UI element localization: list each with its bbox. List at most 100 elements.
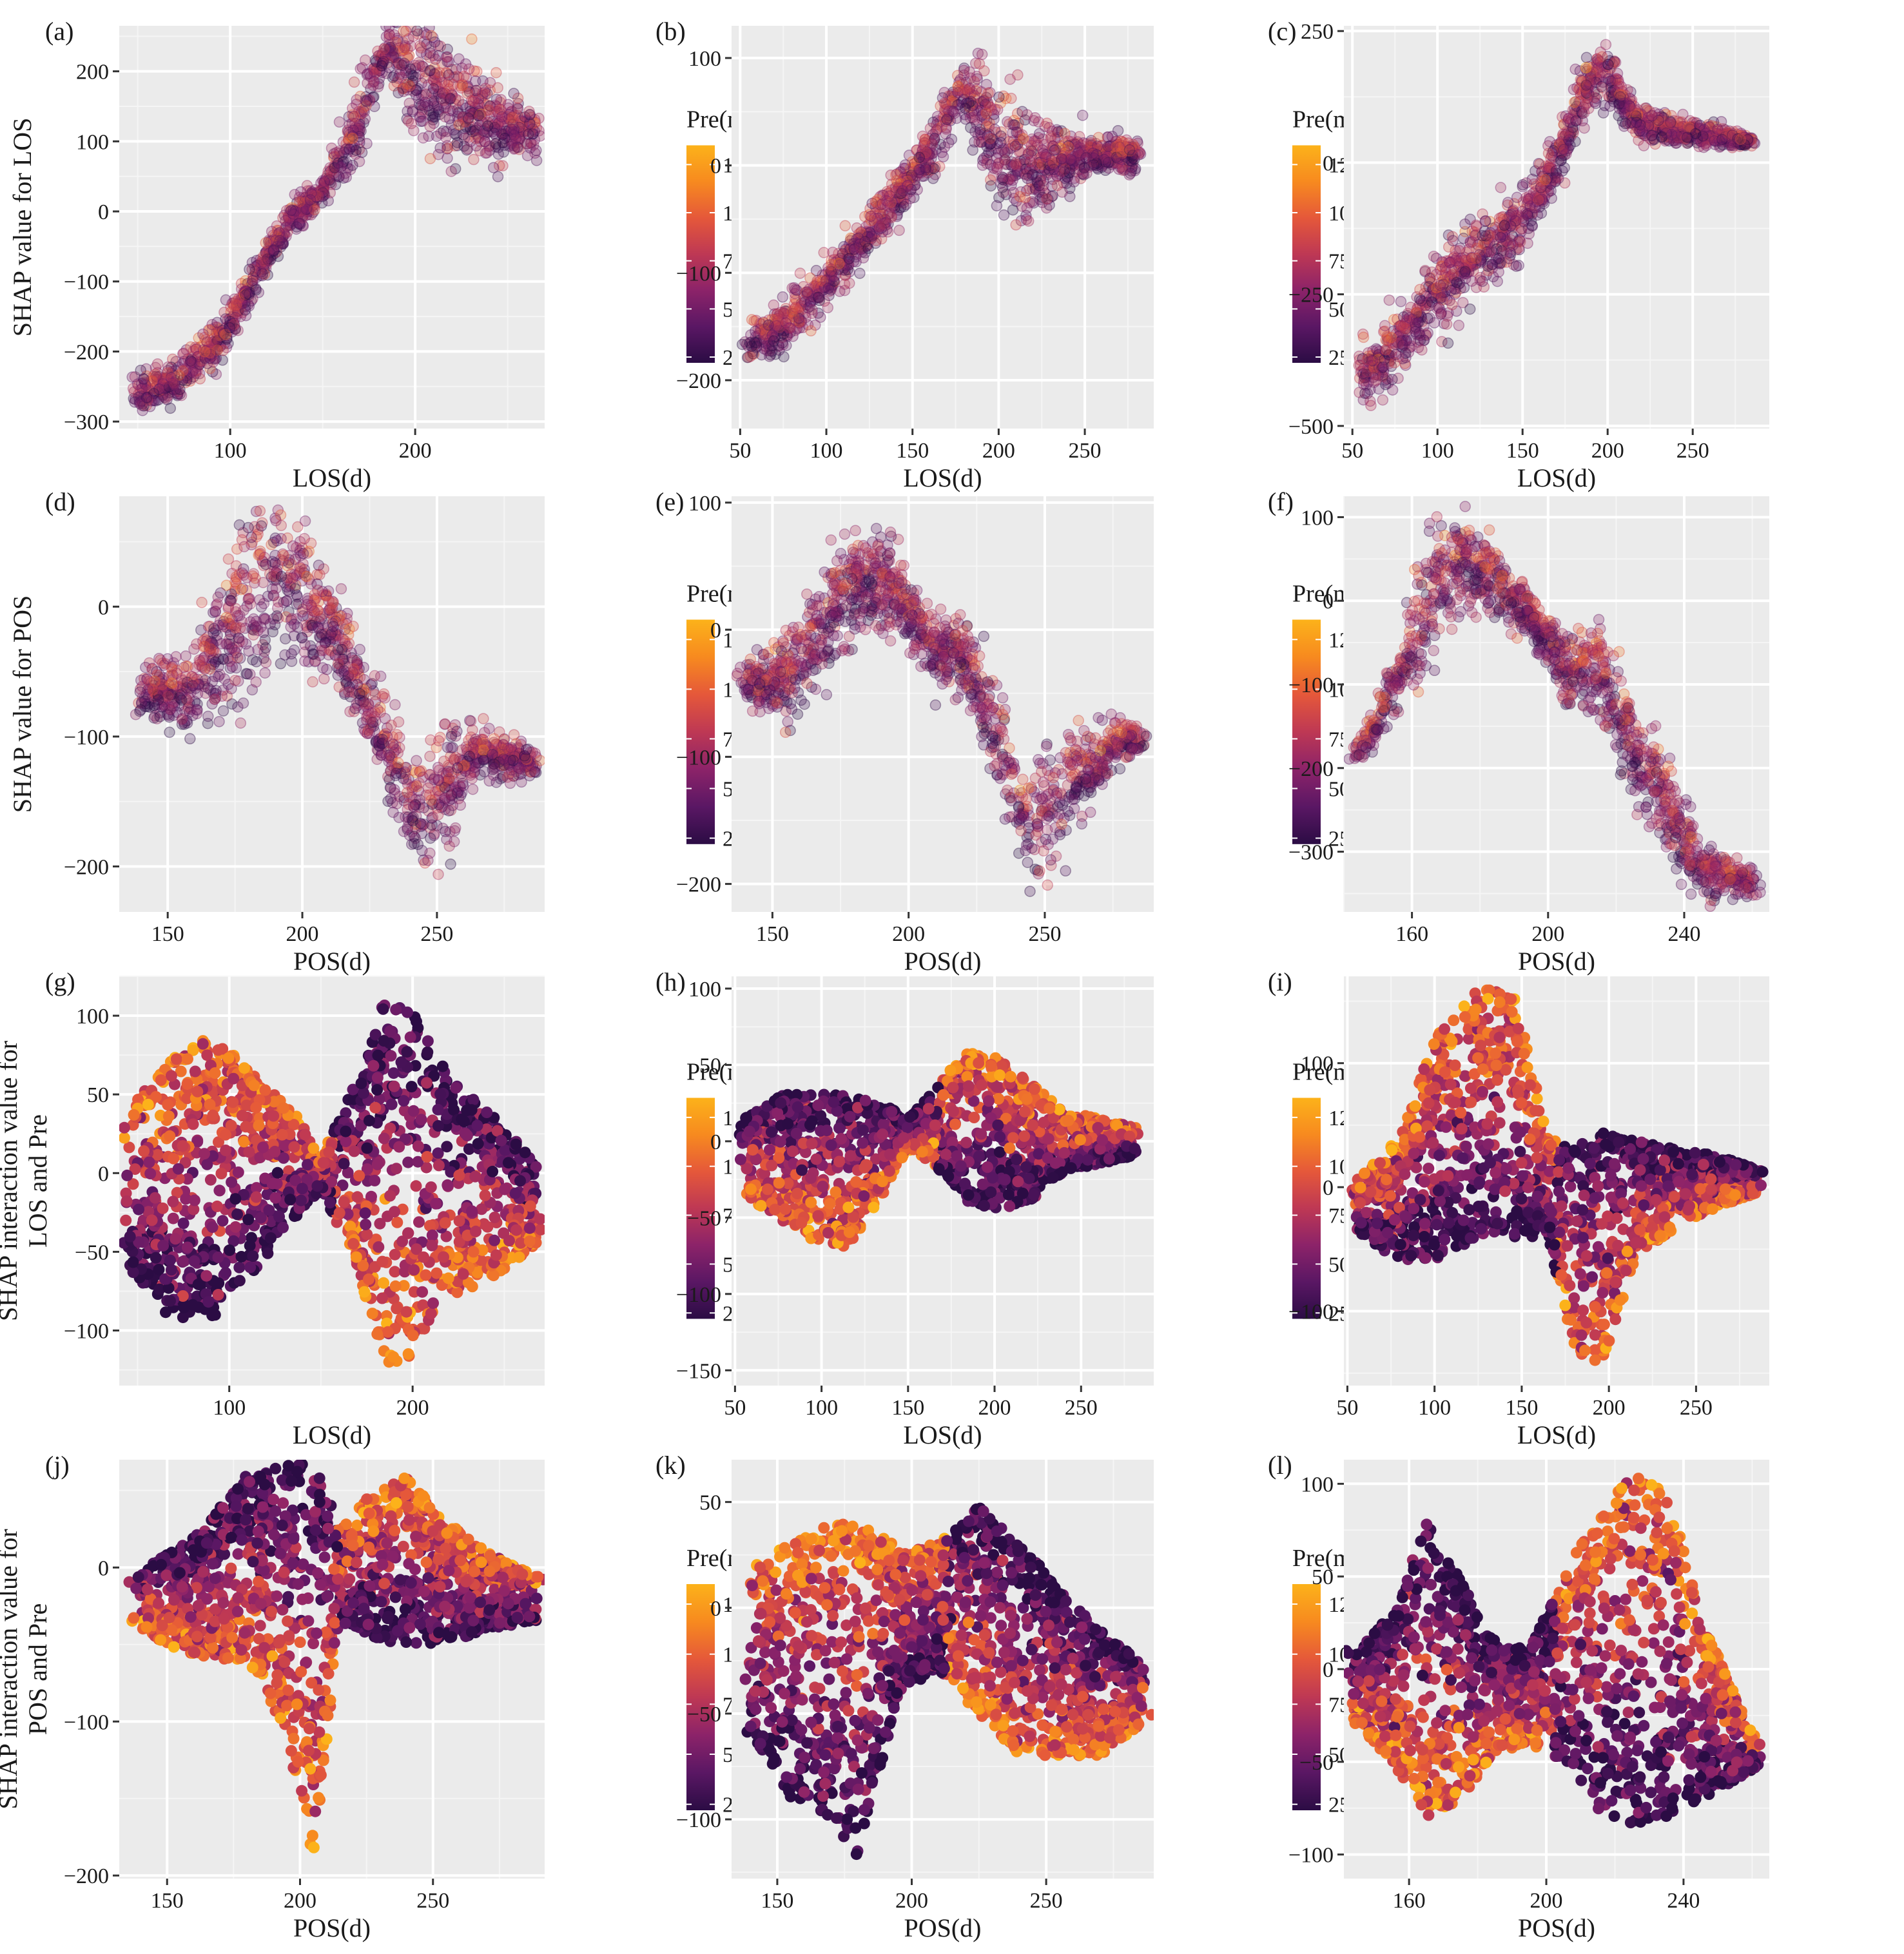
- data-point: [257, 260, 269, 273]
- data-point: [429, 36, 441, 48]
- data-point: [256, 257, 267, 269]
- data-point: [524, 142, 536, 154]
- data-point: [1634, 122, 1646, 134]
- data-point: [484, 140, 496, 151]
- data-point: [462, 112, 474, 124]
- data-point: [211, 321, 224, 333]
- data-point: [514, 113, 526, 126]
- data-point: [340, 168, 351, 179]
- data-point: [827, 246, 839, 258]
- data-point: [862, 242, 874, 255]
- data-point: [206, 350, 218, 362]
- data-point: [420, 66, 431, 78]
- data-point: [392, 72, 404, 84]
- data-point: [1123, 144, 1136, 156]
- plot-background: [732, 26, 1154, 429]
- data-point: [159, 391, 170, 403]
- data-point: [804, 272, 816, 284]
- data-point: [269, 235, 281, 247]
- data-point: [313, 559, 325, 571]
- data-point: [219, 306, 230, 318]
- data-point: [996, 181, 1009, 193]
- data-point: [250, 676, 262, 688]
- data-point: [1522, 193, 1534, 205]
- data-point: [303, 206, 315, 218]
- data-point: [463, 109, 475, 121]
- data-point: [225, 301, 237, 313]
- data-point: [262, 269, 273, 281]
- data-point: [354, 133, 365, 146]
- data-point: [508, 729, 520, 740]
- data-point: [240, 275, 251, 287]
- data-point: [490, 138, 501, 150]
- data-point: [353, 144, 365, 155]
- data-point: [384, 32, 395, 44]
- data-point: [130, 393, 141, 405]
- data-point: [340, 144, 352, 155]
- data-point: [530, 144, 542, 157]
- data-point: [484, 77, 496, 89]
- data-point: [189, 358, 201, 369]
- data-point: [481, 126, 493, 139]
- data-point: [378, 53, 391, 65]
- data-point: [251, 271, 262, 284]
- data-point: [391, 26, 402, 29]
- data-point: [171, 390, 184, 401]
- data-point: [864, 210, 877, 222]
- data-point: [1072, 136, 1083, 148]
- data-point: [453, 53, 465, 65]
- data-point: [450, 63, 462, 75]
- data-point: [403, 71, 414, 82]
- data-point: [518, 128, 529, 140]
- data-point: [371, 63, 383, 75]
- data-point: [151, 372, 163, 383]
- data-point: [235, 283, 248, 295]
- data-point: [280, 633, 291, 644]
- data-point: [242, 278, 254, 289]
- data-point: [247, 280, 259, 293]
- data-point: [428, 95, 440, 107]
- data-point: [1660, 127, 1673, 139]
- y-tick-label: −200: [676, 369, 721, 393]
- data-point: [801, 286, 813, 298]
- data-point: [777, 291, 789, 303]
- data-point: [474, 145, 486, 157]
- data-point: [523, 109, 536, 121]
- data-point: [256, 255, 268, 267]
- data-point: [1495, 231, 1506, 244]
- data-point: [525, 137, 536, 149]
- data-point: [368, 64, 380, 75]
- data-point: [190, 367, 202, 380]
- data-point: [389, 699, 401, 711]
- data-point: [387, 806, 399, 818]
- y-tick-label: 250: [1301, 20, 1334, 44]
- data-point: [794, 267, 806, 279]
- data-point: [1484, 246, 1496, 258]
- data-point: [273, 227, 285, 239]
- data-point: [423, 26, 435, 34]
- data-point: [228, 317, 240, 329]
- data-point: [299, 515, 311, 527]
- data-point: [302, 204, 315, 217]
- data-point: [172, 361, 184, 373]
- data-point: [461, 80, 474, 92]
- data-point: [505, 113, 517, 126]
- data-point: [432, 81, 443, 93]
- data-point: [333, 171, 345, 183]
- data-point: [137, 373, 150, 385]
- data-point: [484, 144, 496, 156]
- data-point: [483, 140, 495, 153]
- x-axis-title: LOS(d): [903, 463, 982, 492]
- data-point: [1370, 374, 1382, 387]
- data-point: [384, 28, 395, 40]
- x-tick-label: 100: [810, 439, 843, 463]
- data-point: [1588, 92, 1600, 103]
- data-point: [1021, 202, 1033, 214]
- data-point: [184, 368, 195, 380]
- data-point: [154, 385, 166, 397]
- data-point: [525, 111, 538, 123]
- data-point: [235, 299, 246, 311]
- data-point: [514, 130, 525, 142]
- data-point: [385, 45, 397, 57]
